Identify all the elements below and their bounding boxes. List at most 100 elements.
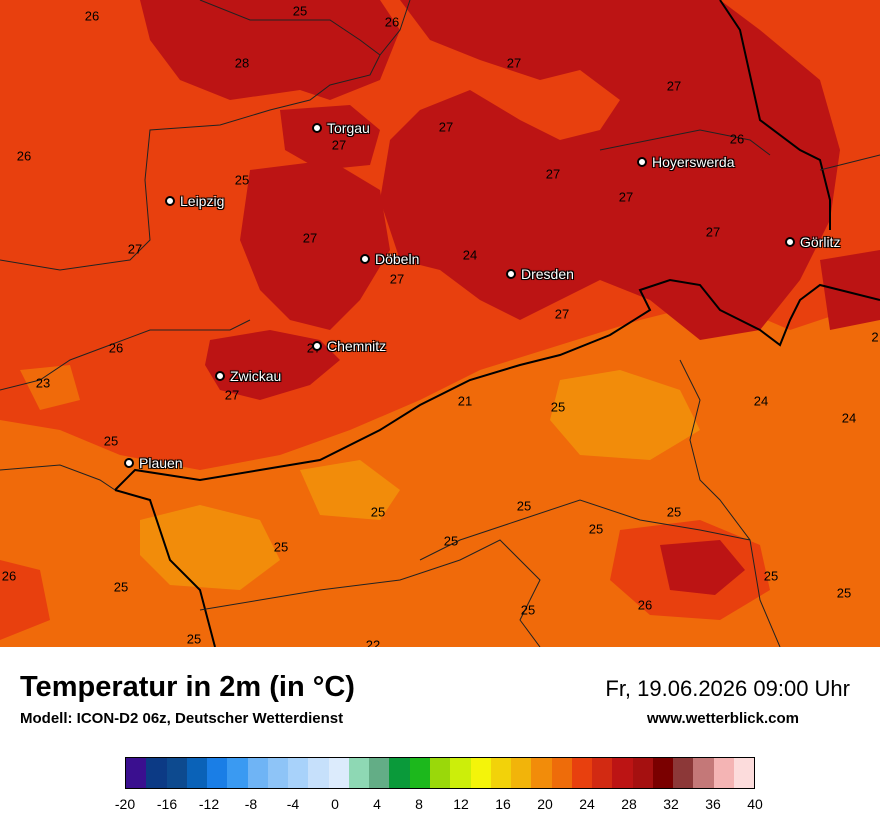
temperature-label: 25 [520,602,536,618]
temperature-label: 27 [545,166,561,182]
city-name: Dresden [521,266,574,282]
temperature-label: 26 [1,568,17,584]
legend-tick-label: 24 [579,796,595,812]
city-name: Chemnitz [327,338,387,354]
legend-color-segment [308,758,329,788]
legend-color-segment [288,758,309,788]
city-name: Döbeln [375,251,420,267]
legend-color-segment [267,758,289,788]
legend-color-segment [632,758,653,788]
temperature-label: 25 [516,498,532,514]
city-name: Zwickau [230,368,282,384]
city-dot-icon [637,157,647,167]
city-marker-hoyerswerda[interactable]: Hoyerswerda [637,154,734,170]
city-dot-icon [165,196,175,206]
legend-color-segment [733,758,755,788]
website-link[interactable]: www.wetterblick.com [647,710,799,727]
temperature-label: 27 [618,189,634,205]
city-marker-leipzig[interactable]: Leipzig [165,193,224,209]
field-south-patch-2 [660,540,745,595]
city-marker-torgau[interactable]: Torgau [312,120,370,136]
field-hot-north-east [380,0,840,340]
legend-color-segment [126,758,147,788]
legend-tick-label: 28 [621,796,637,812]
legend-tick-label: -4 [286,796,300,812]
legend-color-segment [348,758,370,788]
temperature-label: 25 [836,585,852,601]
temperature-label: 25 [443,533,459,549]
legend-tick-label: -16 [156,796,178,812]
city-dot-icon [785,237,795,247]
temperature-label: 2 [871,329,879,345]
legend-color-segment [429,758,451,788]
temperature-label: 25 [234,172,250,188]
legend-color-segment [592,758,613,788]
temperature-label: 26 [384,14,400,30]
temperature-label: 25 [763,568,779,584]
legend-color-segment [652,758,674,788]
temperature-label: 25 [550,399,566,415]
temperature-label: 26 [108,340,124,356]
city-dot-icon [215,371,225,381]
legend-tick-label: 0 [331,796,339,812]
legend-tick-label: 36 [705,796,721,812]
city-dot-icon [312,341,322,351]
temperature-label: 24 [753,393,769,409]
legend-tick-label: 32 [663,796,679,812]
legend-color-segment [713,758,734,788]
temperature-label: 27 [506,55,522,71]
legend-color-segment [186,758,208,788]
temperature-label: 27 [331,137,347,153]
legend-color-segment [470,758,491,788]
city-marker-chemnitz[interactable]: Chemnitz [312,338,386,354]
legend-tick-label: -12 [198,796,220,812]
temperature-label: 27 [127,241,143,257]
temperature-label: 27 [705,224,721,240]
legend-color-segment [531,758,552,788]
legend-tick-label: 12 [453,796,469,812]
legend-color-segment [227,758,248,788]
field-mild-2 [550,370,700,460]
legend-tick-label: -20 [114,796,136,812]
temperature-label: 27 [438,119,454,135]
temperature-label: 26 [84,8,100,24]
city-name: Hoyerswerda [652,154,735,170]
legend-color-segment [693,758,714,788]
legend-color-segment [247,758,268,788]
temperature-label: 27 [389,271,405,287]
legend-color-segment [328,758,349,788]
legend-color-segment [612,758,633,788]
field-mild-3 [300,460,400,520]
legend-color-segment [511,758,532,788]
city-marker-zwickau[interactable]: Zwickau [215,368,281,384]
temperature-label: 23 [35,375,51,391]
map-title: Temperatur in 2m (in °C) [20,671,355,703]
temperature-label: 27 [224,387,240,403]
temperature-map: 26 25 26 28 27 27 27 26 27 26 27 25 27 2… [0,0,880,647]
border-state [0,0,880,647]
legend-color-segment [551,758,572,788]
field-west-patch [20,365,80,410]
temperature-label: 26 [729,131,745,147]
legend-color-segment [490,758,512,788]
temperature-label: 25 [666,504,682,520]
city-name: Leipzig [180,193,225,209]
temperature-label: 27 [554,306,570,322]
temperature-field [0,0,880,647]
city-marker-plauen[interactable]: Plauen [124,455,183,471]
temperature-label: 25 [370,504,386,520]
legend-tick-label: 8 [415,796,423,812]
temperature-label: 27 [666,78,682,94]
city-marker-dresden[interactable]: Dresden [506,266,574,282]
field-hot-torgau [280,105,380,170]
legend-tick-label: 20 [537,796,553,812]
temperature-label: 25 [273,539,289,555]
legend-tick-label: -8 [244,796,258,812]
city-marker-goerlitz[interactable]: Görlitz [785,234,840,250]
legend-color-segment [409,758,430,788]
city-marker-doebeln[interactable]: Döbeln [360,251,419,267]
color-legend [125,757,755,789]
city-dot-icon [506,269,516,279]
field-hot-north [140,0,400,100]
city-dot-icon [360,254,370,264]
